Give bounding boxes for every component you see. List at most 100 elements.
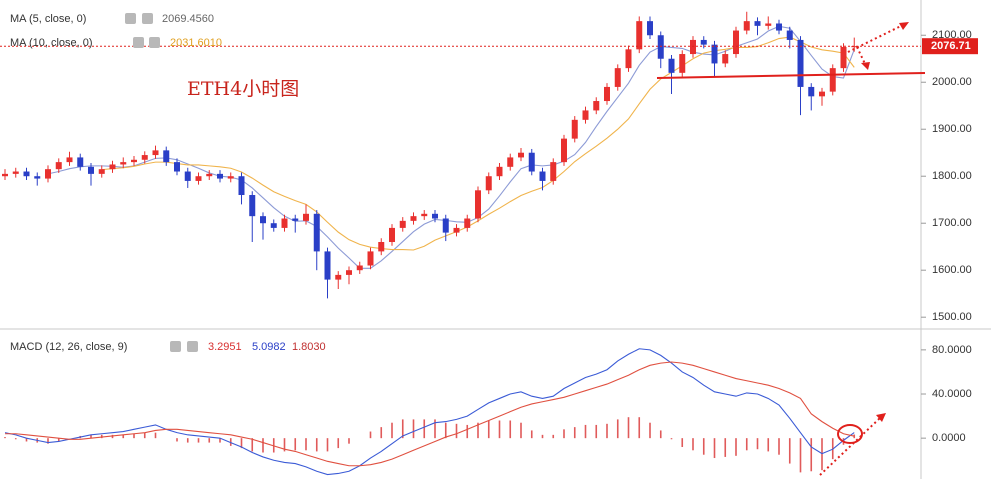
candle-body xyxy=(851,46,858,48)
candle-body xyxy=(453,227,460,233)
histogram-bar xyxy=(853,434,856,439)
histogram-bar xyxy=(176,438,178,442)
candle-body xyxy=(485,176,492,191)
histogram-bar xyxy=(369,431,372,439)
candle-body xyxy=(614,68,621,87)
candle-body xyxy=(292,218,299,221)
candle-body xyxy=(88,166,94,174)
histogram-bar xyxy=(4,437,6,439)
histogram-bar xyxy=(391,422,393,439)
candle-body xyxy=(141,155,148,160)
histogram-bar xyxy=(606,423,608,439)
candle-body xyxy=(668,58,675,73)
candle-body xyxy=(356,265,363,271)
legend-value: 2031.6010 xyxy=(170,37,222,49)
y-tick-label: 80.0000 xyxy=(932,344,972,356)
histogram-bar xyxy=(799,438,802,473)
histogram-bar xyxy=(380,427,383,439)
histogram-bar xyxy=(584,424,587,439)
legend-icons xyxy=(125,13,198,352)
candle-body xyxy=(335,274,342,280)
histogram-bar xyxy=(788,438,791,464)
candle-body xyxy=(808,86,815,97)
legend-value: 2069.4560 xyxy=(162,13,214,25)
macd-line xyxy=(5,361,855,467)
histogram-bar xyxy=(240,438,243,449)
candle-body xyxy=(593,101,600,111)
last-price-tag xyxy=(922,38,978,55)
candle-body xyxy=(313,213,320,252)
histogram-bar xyxy=(659,430,662,439)
histogram-bar xyxy=(498,420,501,439)
candle-body xyxy=(120,162,127,165)
legend-label: MA (5, close, 0) xyxy=(10,13,86,25)
candle-body xyxy=(571,119,578,139)
y-tick-label: 1700.00 xyxy=(932,217,972,229)
candle-body xyxy=(163,150,170,163)
candle-body xyxy=(582,110,589,120)
histogram-bar xyxy=(487,420,490,439)
candle-body xyxy=(840,46,847,69)
histogram-bar xyxy=(25,438,28,442)
candle-body xyxy=(518,152,524,158)
candle-body xyxy=(410,216,417,221)
histogram-bar xyxy=(702,438,705,455)
candle-body xyxy=(98,169,105,174)
candle-body xyxy=(797,39,804,87)
candle-body xyxy=(238,176,245,196)
histogram-bar xyxy=(638,417,641,439)
candle-body xyxy=(206,173,213,177)
histogram-bar xyxy=(713,438,716,459)
candle-body xyxy=(690,39,696,55)
histogram-bar xyxy=(573,427,576,439)
candle-body xyxy=(754,21,761,26)
candle-body xyxy=(625,49,632,69)
candle-body xyxy=(765,23,772,26)
histogram-bar xyxy=(477,422,479,439)
candle-body xyxy=(131,159,137,163)
histogram-bar xyxy=(251,438,254,452)
candle-body xyxy=(399,220,406,228)
histogram-bar xyxy=(627,417,630,439)
histogram-bar xyxy=(541,434,544,439)
candle-body xyxy=(367,251,374,266)
candle-body xyxy=(378,242,385,252)
ma-line xyxy=(47,25,855,269)
histogram-bar xyxy=(724,438,727,457)
candle-body xyxy=(829,68,836,92)
legend-value: 1.8030 xyxy=(292,341,326,353)
legend-value: 3.2951 xyxy=(208,341,242,353)
candle-body xyxy=(733,30,739,55)
histogram-bar xyxy=(401,419,404,439)
candle-body xyxy=(647,21,653,36)
candle-body xyxy=(324,251,331,280)
candle-body xyxy=(152,150,159,156)
histogram-bar xyxy=(509,420,512,439)
last-price-label: 2076.71 xyxy=(931,40,971,52)
histogram-bar xyxy=(692,438,694,451)
candle-body xyxy=(66,157,73,163)
candle-body xyxy=(77,157,84,167)
histogram-bar xyxy=(133,433,135,439)
histogram-bar xyxy=(197,438,200,443)
candle-body xyxy=(2,173,8,177)
candle-body xyxy=(679,54,686,73)
histogram-bar xyxy=(520,422,522,439)
candle-body xyxy=(743,21,750,31)
candle-body xyxy=(722,54,729,64)
macd-line xyxy=(4,348,855,476)
candle-body xyxy=(55,162,62,170)
y-tick-label: 1500.00 xyxy=(932,311,972,323)
candle-body xyxy=(195,176,202,181)
candle-body xyxy=(303,213,309,221)
candle-body xyxy=(109,164,116,170)
candle-body xyxy=(464,218,471,228)
y-tick-label: 1800.00 xyxy=(932,170,972,182)
histogram-bar xyxy=(530,430,533,439)
y-tick-label: 2100.00 xyxy=(932,29,972,41)
candle-body xyxy=(346,270,352,275)
candle-body xyxy=(776,23,782,31)
candle-body xyxy=(442,218,449,233)
histogram-bar xyxy=(219,438,221,443)
